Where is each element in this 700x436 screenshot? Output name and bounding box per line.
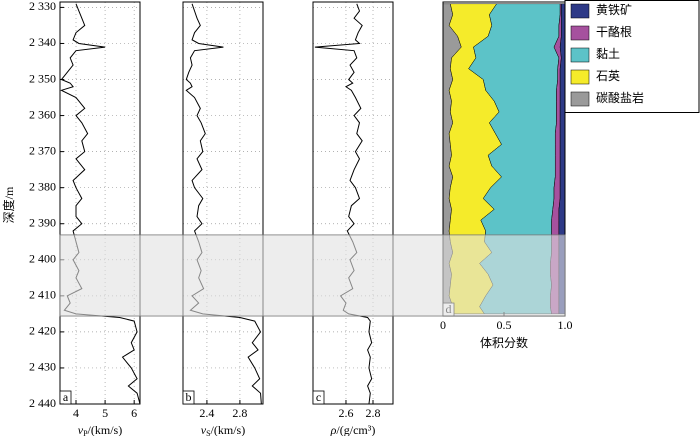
panel-frame — [59, 1, 141, 405]
y-tick-label: 2 350 — [29, 71, 56, 85]
y-tick-label: 2 380 — [29, 179, 56, 193]
x-label-unit: /(km/s) — [88, 423, 123, 436]
log-curve — [60, 3, 141, 405]
legend-swatch — [570, 47, 590, 63]
legend-swatch — [570, 91, 590, 107]
x-label-sub: S — [206, 429, 210, 436]
legend-swatch — [570, 69, 590, 85]
x-tick-label: 6 — [131, 406, 137, 420]
x-label-symbol: v — [201, 423, 207, 436]
legend-swatch — [570, 25, 590, 41]
x-label-symbol: v — [78, 423, 84, 436]
x-label-sub: P — [83, 429, 88, 436]
x-axis-label: vS/(km/s) — [201, 423, 245, 436]
y-tick-label: 2 370 — [29, 143, 56, 157]
x-label-unit: /(km/s) — [211, 423, 246, 436]
x-tick-label: 0 — [440, 318, 446, 332]
x-label-unit: /(g/cm³) — [336, 423, 375, 436]
x-axis-label: 体积分数 — [480, 335, 528, 350]
panel-frame — [312, 1, 394, 405]
panel-label: c — [316, 390, 321, 404]
y-axis-label: 深度/m — [1, 186, 16, 223]
legend-swatch — [570, 3, 590, 19]
legend-label: 干酪根 — [596, 24, 632, 39]
x-axis-label: vP/(km/s) — [78, 423, 122, 436]
x-tick-label: 0.5 — [497, 318, 512, 332]
log-curve — [314, 3, 373, 405]
panel-frame — [182, 1, 264, 405]
y-tick-label: 2 430 — [29, 360, 56, 374]
legend-label: 碳酸盐岩 — [596, 90, 644, 105]
legend-label: 黄铁矿 — [596, 3, 632, 17]
legend-label: 黏土 — [596, 47, 620, 61]
y-tick-label: 2 330 — [29, 0, 56, 13]
panel-label-box — [312, 390, 325, 405]
y-tick-label: 2 400 — [29, 252, 56, 266]
x-tick-label: 1.0 — [558, 318, 573, 332]
y-tick-label: 2 410 — [29, 288, 56, 302]
x-axis-label: ρ/(g/cm³) — [330, 423, 376, 436]
x-tick-label: 2.8 — [232, 406, 247, 420]
legend-label: 石英 — [596, 69, 620, 83]
panel-label: a — [63, 390, 69, 404]
y-tick-label: 2 340 — [29, 35, 56, 49]
shaded-interval — [59, 234, 566, 317]
x-tick-label: 2.8 — [366, 406, 381, 420]
log-curve — [185, 3, 262, 405]
x-tick-label: 2.6 — [338, 406, 353, 420]
x-tick-label: 4 — [73, 406, 79, 420]
y-tick-label: 2 440 — [29, 396, 56, 410]
panel-label-box — [182, 390, 195, 405]
panel-label: b — [186, 390, 192, 404]
x-tick-label: 5 — [102, 406, 108, 420]
x-label-symbol: ρ — [330, 423, 337, 436]
x-tick-label: 2.4 — [199, 406, 214, 420]
y-tick-label: 2 360 — [29, 107, 56, 121]
y-tick-label: 2 420 — [29, 324, 56, 338]
panel-label-box — [59, 390, 72, 405]
y-tick-label: 2 390 — [29, 215, 56, 229]
